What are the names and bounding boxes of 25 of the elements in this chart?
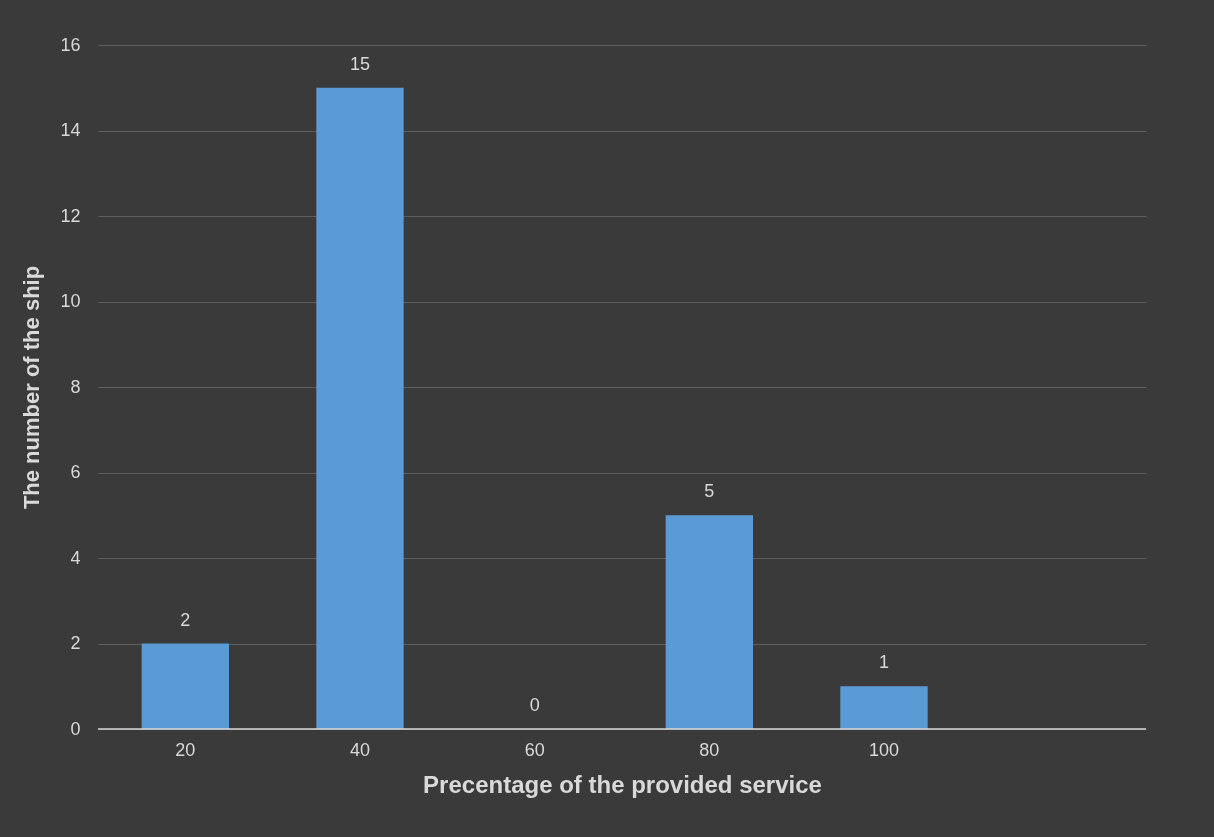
y-tick-label: 4	[70, 547, 81, 568]
bar	[316, 87, 404, 729]
data-label: 5	[704, 481, 715, 502]
y-tick-label: 8	[70, 376, 81, 397]
data-label: 0	[529, 695, 540, 715]
x-tick-label: 60	[524, 739, 545, 760]
x-tick-label: 100	[868, 739, 900, 760]
y-tick-label: 0	[70, 718, 81, 739]
data-label: 15	[349, 53, 371, 74]
y-tick-label: 6	[70, 462, 81, 482]
x-tick-label: 20	[175, 739, 196, 760]
x-axis-title: Precentage of the provided service	[423, 770, 822, 798]
bar	[665, 515, 753, 729]
y-tick-label: 16	[60, 34, 81, 55]
x-tick-label: 80	[699, 739, 720, 760]
data-label: 2	[180, 609, 191, 630]
y-axis-title: The number of the ship	[19, 265, 45, 510]
y-tick-label: 2	[70, 633, 81, 653]
y-tick-label: 12	[60, 205, 81, 226]
data-label: 1	[878, 652, 890, 673]
y-tick-label: 10	[60, 291, 81, 311]
bar	[840, 686, 928, 729]
y-tick-label: 14	[60, 120, 81, 140]
bar	[141, 643, 229, 729]
x-tick-label: 40	[349, 739, 371, 760]
